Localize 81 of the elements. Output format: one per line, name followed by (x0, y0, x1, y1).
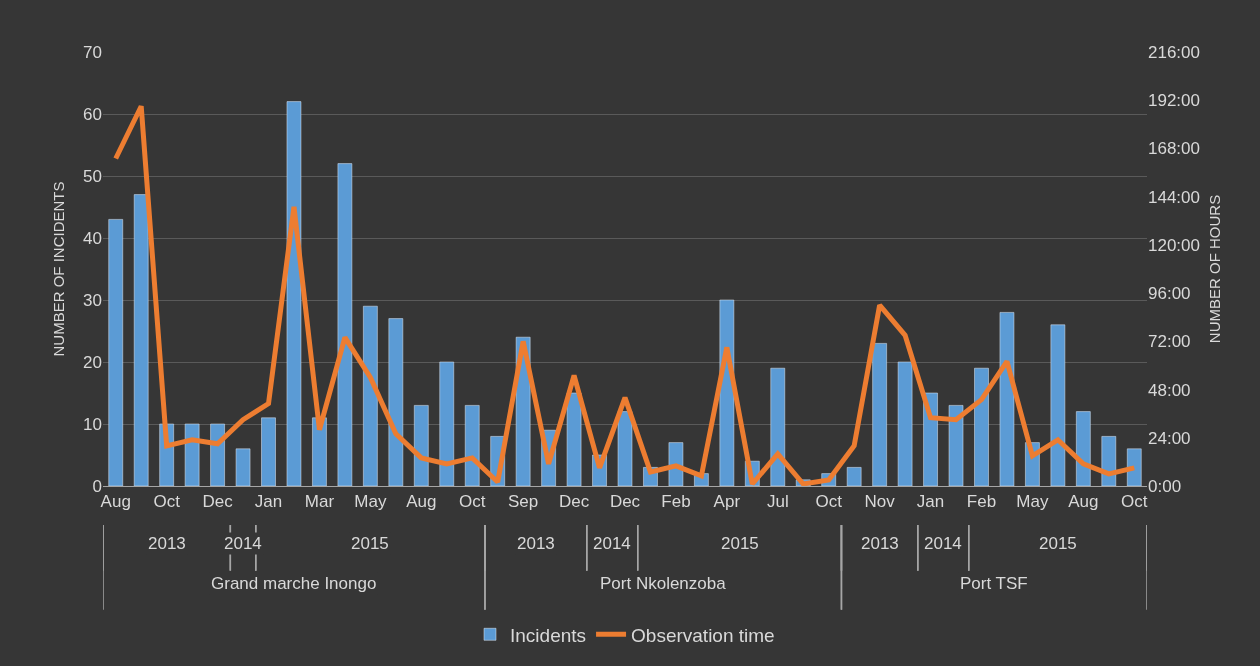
bar (1050, 324, 1066, 486)
bar (388, 318, 404, 486)
bar (439, 361, 455, 486)
text: 2013 (861, 534, 899, 553)
x-tick-label: Sep (508, 492, 539, 512)
x-tick-label: Jul (766, 492, 789, 512)
y2-tick-label: 0:00 (1148, 476, 1182, 496)
bar (617, 411, 633, 486)
y2-tick-label: 120:00 (1148, 235, 1200, 255)
x-tick-label: Jan (916, 492, 945, 512)
bar (261, 417, 276, 486)
y-axis-title: NUMBER OF INCIDENTS (50, 181, 68, 357)
bar (974, 367, 989, 486)
bar (235, 448, 251, 486)
bar (897, 361, 913, 486)
bar (566, 392, 582, 486)
text: 2015 (1039, 534, 1077, 553)
text: 2014 (224, 534, 262, 553)
text: Port TSF (960, 574, 1028, 593)
bar (184, 423, 200, 486)
bar (872, 343, 887, 486)
bar (337, 163, 353, 486)
bar (312, 417, 327, 486)
x-tick-label: Feb (661, 492, 691, 512)
y-tick-label: 50 (83, 166, 102, 186)
x-tick-label: Dec (609, 492, 641, 512)
text: 2015 (721, 534, 759, 553)
legend-label: Observation time (631, 624, 775, 646)
y-tick-label: 70 (83, 42, 102, 62)
x-tick-label: Oct (815, 492, 843, 512)
text: 2013 (148, 534, 186, 553)
y2-tick-label: 48:00 (1148, 380, 1191, 400)
x-tick-label: Oct (458, 492, 486, 512)
y2-tick-label: 216:00 (1148, 42, 1200, 62)
text: 2014 (924, 534, 962, 553)
bar (108, 219, 123, 486)
bar (770, 367, 786, 486)
bar (414, 405, 429, 486)
y2-tick-label: 96:00 (1148, 284, 1191, 304)
legend-label: Incidents (510, 624, 587, 646)
y2-tick-label: 72:00 (1148, 332, 1191, 352)
bar (286, 101, 302, 486)
x-tick-label: Oct (1121, 492, 1148, 512)
x-tick-label: Jan (254, 492, 283, 512)
x-tick-label: Aug (406, 492, 437, 512)
bar (133, 194, 149, 486)
text: Port Nkolenzoba (600, 574, 727, 593)
y2-axis-title: NUMBER OF HOURS (1206, 194, 1223, 344)
text: 2013 (517, 534, 555, 553)
text: Grand marche Inongo (211, 574, 377, 593)
x-tick-label: May (354, 492, 387, 512)
bar (846, 467, 862, 486)
x-tick-label: Dec (202, 492, 234, 512)
bar (948, 405, 964, 486)
y-tick-label: 30 (83, 290, 102, 310)
y2-tick-label: 168:00 (1148, 139, 1200, 159)
y2-tick-label: 144:00 (1148, 187, 1200, 207)
x-tick-label: Oct (153, 492, 181, 512)
x-tick-label: Aug (100, 492, 131, 512)
text: 2015 (351, 534, 389, 553)
x-tick-label: Dec (558, 492, 590, 512)
bar (363, 305, 378, 486)
x-tick-label: Nov (864, 492, 896, 512)
bar (210, 423, 225, 486)
text: 2014 (593, 534, 631, 553)
y-tick-label: 60 (83, 104, 102, 124)
y-tick-label: 20 (83, 352, 102, 372)
y-tick-label: 40 (83, 228, 102, 248)
x-tick-label: Apr (713, 492, 741, 512)
y2-tick-label: 192:00 (1148, 91, 1200, 111)
x-tick-label: Aug (1068, 492, 1099, 512)
bar (1076, 411, 1091, 486)
bar (1127, 448, 1142, 486)
bar (464, 405, 480, 486)
y-tick-label: 0 (92, 476, 102, 496)
x-tick-label: Feb (966, 492, 997, 512)
x-tick-label: May (1016, 492, 1049, 512)
bar (999, 312, 1015, 486)
x-tick-label: Mar (304, 492, 335, 512)
y-tick-label: 10 (83, 414, 102, 434)
y2-tick-label: 24:00 (1148, 428, 1191, 448)
